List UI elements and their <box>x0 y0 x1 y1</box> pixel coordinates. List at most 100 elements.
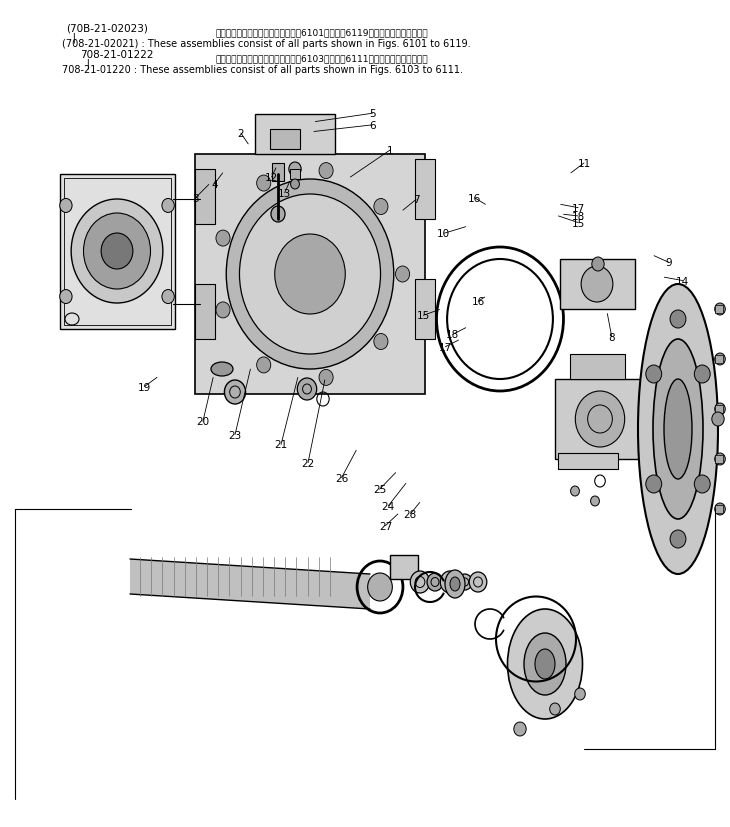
Circle shape <box>257 357 271 374</box>
Ellipse shape <box>524 633 566 696</box>
Text: 2: 2 <box>237 129 245 139</box>
Circle shape <box>591 496 599 506</box>
Text: 24: 24 <box>382 501 395 511</box>
Circle shape <box>226 179 393 370</box>
Text: 27: 27 <box>379 521 392 531</box>
Circle shape <box>670 530 686 548</box>
Text: 9: 9 <box>665 258 672 268</box>
Text: 10: 10 <box>437 229 450 239</box>
Bar <box>715 306 723 313</box>
Circle shape <box>514 722 526 736</box>
Bar <box>270 130 300 150</box>
Bar <box>255 115 335 155</box>
Text: 708-21-01220 : These assemblies consist of all parts shown in Figs. 6103 to 6111: 708-21-01220 : These assemblies consist … <box>62 65 463 74</box>
Circle shape <box>571 486 580 496</box>
Circle shape <box>239 195 380 355</box>
Circle shape <box>374 334 388 350</box>
Circle shape <box>715 453 726 466</box>
Ellipse shape <box>664 380 692 480</box>
Text: 1: 1 <box>387 146 394 155</box>
Circle shape <box>550 703 561 715</box>
Circle shape <box>289 163 301 177</box>
Text: 26: 26 <box>335 473 348 483</box>
Circle shape <box>83 213 150 289</box>
Text: 16: 16 <box>472 297 485 307</box>
Ellipse shape <box>458 574 472 590</box>
Circle shape <box>396 266 410 283</box>
Bar <box>715 356 723 364</box>
Text: 16: 16 <box>468 194 481 203</box>
Ellipse shape <box>440 571 460 593</box>
Text: 18: 18 <box>572 212 585 222</box>
Circle shape <box>374 199 388 215</box>
Text: (70B-21-02023): (70B-21-02023) <box>66 24 147 34</box>
Text: 12: 12 <box>265 173 278 183</box>
Circle shape <box>274 235 345 314</box>
Text: 5: 5 <box>369 109 376 119</box>
Text: 7: 7 <box>412 195 420 205</box>
Bar <box>558 453 618 470</box>
Bar <box>715 456 723 463</box>
Circle shape <box>670 311 686 328</box>
Text: 28: 28 <box>404 509 417 519</box>
Circle shape <box>694 476 710 494</box>
Text: 6: 6 <box>369 121 376 131</box>
Circle shape <box>646 476 661 494</box>
Text: 21: 21 <box>274 440 288 450</box>
Text: |: | <box>80 59 91 69</box>
Text: 17: 17 <box>439 342 452 352</box>
Bar <box>415 280 435 340</box>
Text: |: | <box>66 33 76 43</box>
Bar <box>195 155 425 394</box>
Circle shape <box>162 199 174 213</box>
Ellipse shape <box>507 609 583 719</box>
Circle shape <box>291 179 299 189</box>
Circle shape <box>271 207 285 222</box>
Ellipse shape <box>410 571 430 593</box>
Circle shape <box>60 290 72 304</box>
Circle shape <box>715 304 726 316</box>
Bar <box>195 284 215 340</box>
Circle shape <box>319 370 333 386</box>
Ellipse shape <box>653 340 703 519</box>
Ellipse shape <box>535 649 555 679</box>
Circle shape <box>694 366 710 384</box>
Bar <box>560 260 635 309</box>
Circle shape <box>715 354 726 366</box>
Text: 3: 3 <box>192 194 199 203</box>
Circle shape <box>224 380 245 404</box>
Text: 15: 15 <box>572 218 585 228</box>
Bar <box>64 179 171 326</box>
Text: 14: 14 <box>676 276 689 286</box>
Text: 19: 19 <box>138 382 151 392</box>
Text: 18: 18 <box>446 330 459 340</box>
Bar <box>715 405 723 414</box>
Circle shape <box>646 366 661 384</box>
Text: 11: 11 <box>577 159 591 169</box>
Bar <box>60 174 175 330</box>
Circle shape <box>581 266 613 303</box>
Text: 13: 13 <box>278 189 291 198</box>
Circle shape <box>592 258 604 272</box>
Ellipse shape <box>427 573 443 591</box>
Circle shape <box>297 379 317 400</box>
Circle shape <box>216 303 230 318</box>
Circle shape <box>575 688 585 700</box>
Text: 25: 25 <box>373 485 386 495</box>
Ellipse shape <box>211 362 233 376</box>
Circle shape <box>575 391 625 447</box>
Circle shape <box>162 290 174 304</box>
Text: (708-21-02021) : These assemblies consist of all parts shown in Figs. 6101 to 61: (708-21-02021) : These assemblies consis… <box>62 39 471 49</box>
Circle shape <box>368 573 392 601</box>
Text: 4: 4 <box>211 179 218 189</box>
Circle shape <box>712 413 724 427</box>
Ellipse shape <box>445 571 465 598</box>
Bar <box>272 164 284 182</box>
Text: これらのアセンブリの構成部品は第6101図から第6119図の部品まで含みます．: これらのアセンブリの構成部品は第6101図から第6119図の部品まで含みます． <box>215 29 428 37</box>
Bar <box>390 555 418 579</box>
Circle shape <box>715 404 726 415</box>
Polygon shape <box>130 559 370 609</box>
Bar <box>570 355 625 380</box>
Ellipse shape <box>638 284 718 574</box>
Text: 23: 23 <box>228 430 242 440</box>
